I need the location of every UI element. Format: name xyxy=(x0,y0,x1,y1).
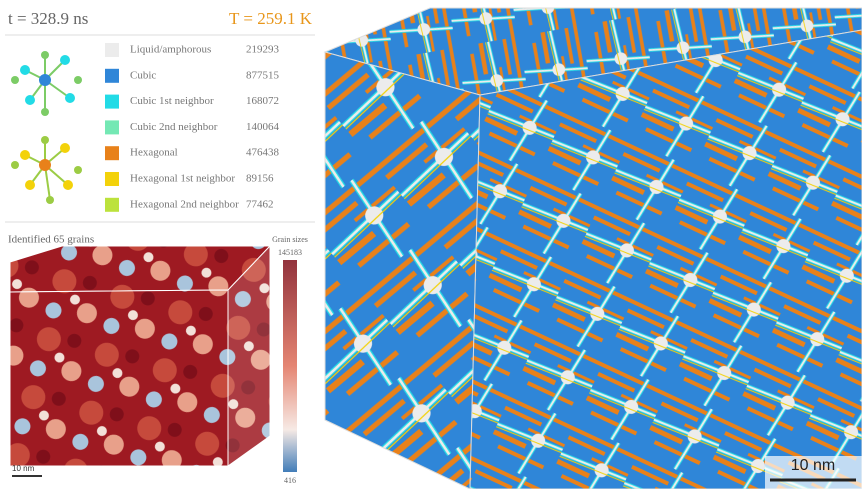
legend-label: Hexagonal 2nd neighbor xyxy=(130,198,239,210)
legend-count: 476438 xyxy=(246,147,280,159)
legend-swatch xyxy=(105,146,119,161)
scale-bar-label: 10 nm xyxy=(791,457,835,474)
colorbar-min: 416 xyxy=(284,476,296,485)
time-label: t = 328.9 ns xyxy=(8,9,88,28)
grains-title: Identified 65 grains xyxy=(8,234,94,246)
scale-bar-label: 10 nm xyxy=(12,464,35,473)
legend: Liquid/amphorous 219293 Cubic 877515 Cubic 1… xyxy=(105,43,280,212)
legend-label: Hexagonal 1st neighbor xyxy=(130,173,235,185)
colorbar-title: Grain sizes xyxy=(272,235,308,244)
legend-swatch xyxy=(105,197,119,212)
legend-count: 168072 xyxy=(246,95,279,107)
legend-swatch xyxy=(105,43,119,57)
legend-count: 77462 xyxy=(246,198,274,210)
cubic-molecule-icon xyxy=(11,51,82,116)
scale-bar-backdrop xyxy=(765,456,862,489)
legend-swatch xyxy=(105,94,119,109)
legend-count: 877515 xyxy=(246,69,280,81)
legend-count: 89156 xyxy=(246,173,274,185)
legend-label: Cubic 2nd neighbor xyxy=(130,121,218,133)
legend-label: Hexagonal xyxy=(130,147,178,159)
grain-cube xyxy=(9,244,272,467)
legend-count: 140064 xyxy=(246,121,280,133)
main-cube xyxy=(323,7,862,489)
colorbar xyxy=(283,260,297,472)
legend-swatch xyxy=(105,172,119,186)
legend-label: Cubic 1st neighbor xyxy=(130,95,214,107)
hexagonal-molecule-icon xyxy=(11,136,82,204)
legend-swatch xyxy=(105,120,119,135)
legend-swatch xyxy=(105,68,119,83)
temperature-label: T = 259.1 K xyxy=(229,9,313,28)
colorbar-max: 145183 xyxy=(278,248,302,257)
legend-label: Cubic xyxy=(130,69,156,81)
legend-count: 219293 xyxy=(246,44,280,56)
legend-label: Liquid/amphorous xyxy=(130,44,211,56)
